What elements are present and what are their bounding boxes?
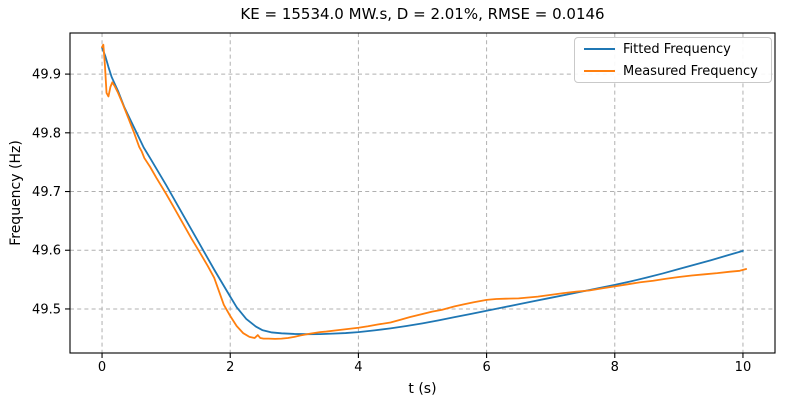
legend: Fitted Frequency Measured Frequency xyxy=(574,37,772,83)
x-tick-label: 4 xyxy=(354,360,362,375)
y-axis-label: Frequency (Hz) xyxy=(8,140,24,246)
legend-label-measured: Measured Frequency xyxy=(623,63,758,79)
data-series xyxy=(101,43,748,340)
fitted-line-swatch xyxy=(584,48,615,50)
y-tick-label: 49.6 xyxy=(32,244,61,259)
x-tick-label: 0 xyxy=(98,360,106,375)
x-axis-label: t (s) xyxy=(408,381,437,397)
plot-border xyxy=(69,32,776,354)
y-tick-label: 49.8 xyxy=(32,126,61,141)
chart-title: KE = 15534.0 MW.s, D = 2.01%, RMSE = 0.0… xyxy=(240,5,605,23)
x-tick-label: 2 xyxy=(226,360,234,375)
grid-lines xyxy=(70,33,775,353)
x-tick-label: 10 xyxy=(735,360,752,375)
legend-item-fitted: Fitted Frequency xyxy=(584,41,763,58)
axis-ticks xyxy=(65,73,744,358)
y-tick-label: 49.9 xyxy=(32,68,61,83)
legend-item-measured: Measured Frequency xyxy=(584,63,763,80)
x-tick-label: 8 xyxy=(611,360,619,375)
y-tick-label: 49.7 xyxy=(32,185,61,200)
x-tick-label: 6 xyxy=(482,360,490,375)
measured-line-swatch xyxy=(584,70,615,72)
legend-label-fitted: Fitted Frequency xyxy=(623,41,731,57)
fitted-frequency-line xyxy=(101,46,744,336)
y-tick-label: 49.5 xyxy=(32,302,61,317)
measured-frequency-line xyxy=(101,43,748,340)
tick-labels: 0 2 4 6 8 10 49.5 49.6 49.7 49.8 49.9 xyxy=(32,68,751,375)
